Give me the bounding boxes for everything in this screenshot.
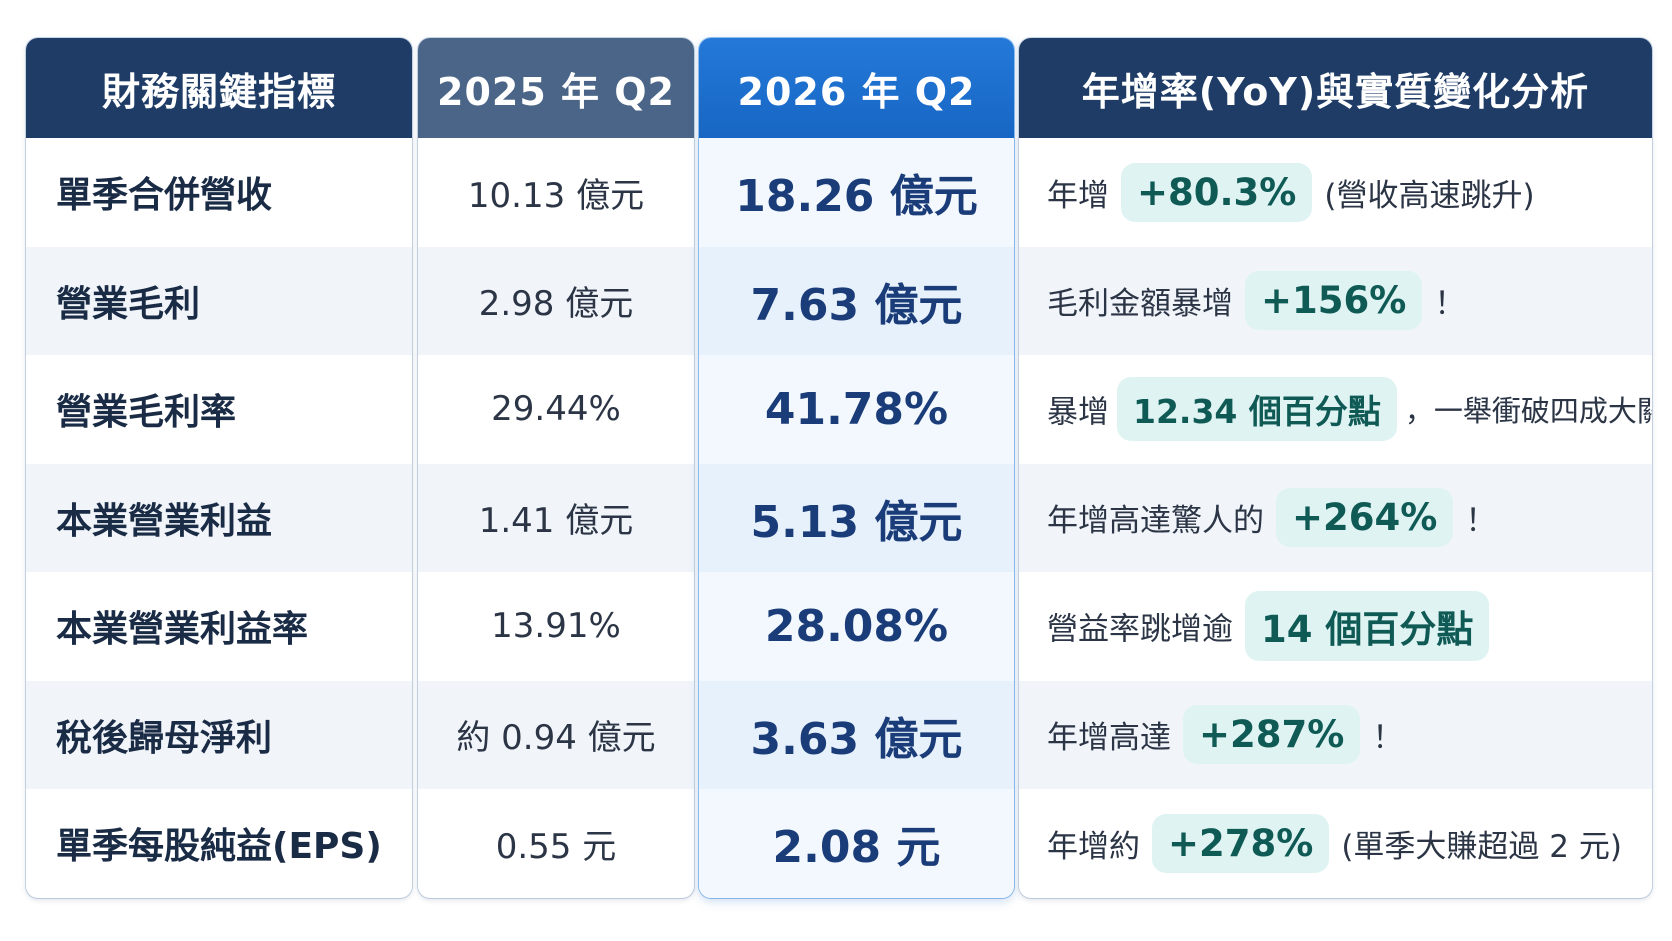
q2025-value: 約 0.94 億元 [456, 718, 656, 759]
yoy-badge: 12.34 個百分點 [1117, 377, 1397, 442]
q2026-value: 5.13 億元 [750, 496, 963, 548]
q2025-value: 0.55 元 [495, 826, 617, 867]
table-row: 營益率跳增逾 14 個百分點 [1019, 572, 1652, 681]
q2026-value: 18.26 億元 [735, 171, 978, 223]
yoy-column: 年增率(YoY)與實質變化分析 年增 +80.3% (營收高速跳升) 毛利金額暴增 +… [1019, 38, 1652, 898]
table-row: 2.98 億元 [418, 246, 694, 355]
metric-label: 本業營業利益 [56, 500, 273, 542]
q2026-value: 2.08 元 [772, 822, 941, 874]
table-row: 年增高達 +287% ！ [1019, 680, 1652, 789]
yoy-prefix: 年增高達 [1047, 720, 1171, 757]
q2026-value: 7.63 億元 [750, 279, 963, 331]
yoy-prefix: 毛利金額暴增 [1047, 286, 1233, 323]
table-row: 約 0.94 億元 [418, 680, 694, 789]
yoy-badge: +278% [1152, 813, 1330, 873]
yoy-prefix: 年增 [1047, 177, 1109, 214]
table-row: 年增 +80.3% (營收高速跳升) [1019, 138, 1652, 247]
q2025-column: 2025 年 Q2 10.13 億元 2.98 億元 29.44% 1.41 億… [418, 38, 694, 898]
metric-header: 財務關鍵指標 [26, 38, 412, 138]
table-row: 0.55 元 [418, 789, 694, 898]
q2025-value: 1.41 億元 [478, 501, 634, 542]
yoy-analysis: 年增高達驚人的 +264% ！ [1019, 488, 1497, 548]
table-row: 單季每股純益(EPS) [26, 789, 412, 898]
yoy-suffix: ，一舉衝破四成大關！ [1404, 394, 1652, 429]
table-row: 41.78% [699, 355, 1014, 464]
table-row: 18.26 億元 [699, 138, 1014, 247]
table-row: 1.41 億元 [418, 463, 694, 572]
table-row: 稅後歸母淨利 [26, 680, 412, 789]
table-row: 毛利金額暴增 +156% ！ [1019, 246, 1652, 355]
yoy-analysis: 毛利金額暴增 +156% ！ [1019, 271, 1466, 331]
q2026-value: 41.78% [764, 383, 949, 435]
q2025-header: 2025 年 Q2 [418, 38, 694, 138]
table-row: 7.63 億元 [699, 246, 1014, 355]
table-row: 13.91% [418, 572, 694, 681]
metric-label: 本業營業利益率 [56, 609, 309, 651]
yoy-analysis: 年增 +80.3% (營收高速跳升) [1019, 162, 1535, 222]
table-row: 年增高達驚人的 +264% ！ [1019, 463, 1652, 572]
yoy-prefix: 年增約 [1047, 828, 1140, 865]
table-row: 本業營業利益 [26, 463, 412, 572]
table-row: 年增約 +278% (單季大賺超過 2 元) [1019, 789, 1652, 898]
yoy-suffix: ！ [1465, 503, 1497, 540]
yoy-badge: +264% [1276, 488, 1454, 548]
yoy-analysis: 年增約 +278% (單季大賺超過 2 元) [1019, 813, 1622, 873]
q2026-header: 2026 年 Q2 [699, 38, 1014, 138]
yoy-header: 年增率(YoY)與實質變化分析 [1019, 38, 1652, 138]
yoy-badge: +80.3% [1121, 162, 1313, 222]
table-row: 10.13 億元 [418, 138, 694, 247]
metric-label: 稅後歸母淨利 [56, 717, 273, 759]
yoy-analysis: 年增高達 +287% ！ [1019, 705, 1404, 765]
yoy-suffix: ！ [1434, 286, 1466, 323]
q2026-column: 2026 年 Q2 18.26 億元 7.63 億元 41.78% 5.13 億… [699, 38, 1014, 898]
table-row: 28.08% [699, 572, 1014, 681]
yoy-prefix: 暴增 [1047, 394, 1109, 431]
table-row: 營業毛利率 [26, 355, 412, 464]
financial-comparison-table: 財務關鍵指標 單季合併營收 營業毛利 營業毛利率 本業營業利益 本業營業利益率 … [26, 38, 1652, 898]
yoy-badge: +156% [1245, 271, 1423, 331]
metric-column: 財務關鍵指標 單季合併營收 營業毛利 營業毛利率 本業營業利益 本業營業利益率 … [26, 38, 412, 898]
yoy-analysis: 營益率跳增逾 14 個百分點 [1019, 591, 1501, 662]
table-row: 5.13 億元 [699, 463, 1014, 572]
yoy-suffix: ！ [1372, 720, 1404, 757]
q2025-value: 2.98 億元 [478, 284, 634, 325]
yoy-prefix: 年增高達驚人的 [1047, 503, 1264, 540]
q2025-value: 29.44% [491, 389, 621, 430]
table-row: 本業營業利益率 [26, 572, 412, 681]
q2025-value: 10.13 億元 [467, 175, 645, 216]
metric-label: 營業毛利率 [56, 392, 237, 434]
q2026-value: 3.63 億元 [750, 713, 963, 765]
table-row: 29.44% [418, 355, 694, 464]
table-row: 2.08 元 [699, 789, 1014, 898]
table-row: 營業毛利 [26, 246, 412, 355]
metric-label: 單季每股純益(EPS) [56, 826, 382, 868]
table-row: 單季合併營收 [26, 138, 412, 247]
yoy-badge: 14 個百分點 [1245, 591, 1490, 662]
yoy-suffix: (營收高速跳升) [1324, 177, 1535, 214]
yoy-prefix: 營益率跳增逾 [1047, 611, 1233, 648]
yoy-suffix: (單季大賺超過 2 元) [1341, 828, 1622, 865]
table-row: 3.63 億元 [699, 680, 1014, 789]
yoy-badge: +287% [1183, 705, 1361, 765]
metric-label: 營業毛利 [56, 283, 201, 325]
q2026-value: 28.08% [764, 600, 949, 652]
metric-label: 單季合併營收 [56, 175, 273, 217]
q2025-value: 13.91% [491, 606, 621, 647]
